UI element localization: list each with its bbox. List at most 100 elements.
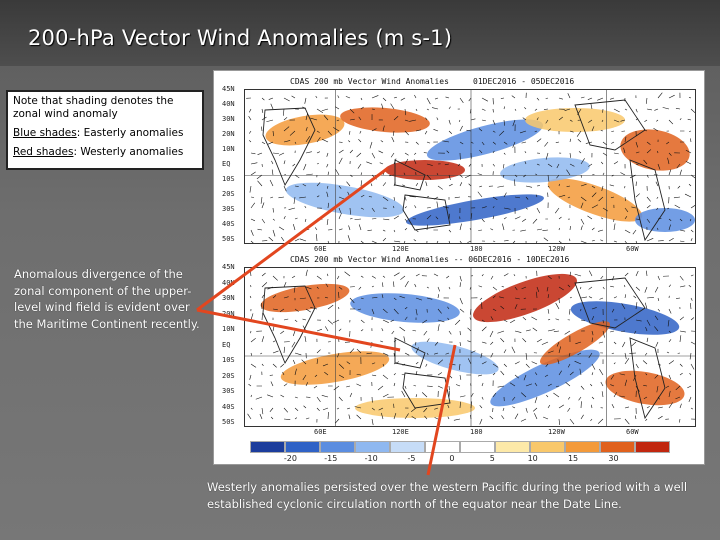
wind-vector xyxy=(612,275,615,281)
wind-vector xyxy=(646,205,651,209)
wind-vector xyxy=(481,361,487,365)
wind-vector xyxy=(600,275,604,280)
wind-vector xyxy=(414,341,417,346)
wind-vector xyxy=(521,218,527,222)
wind-vector xyxy=(492,286,498,291)
wind-vector xyxy=(322,363,329,367)
anomaly-shading xyxy=(280,351,390,385)
wind-vector xyxy=(536,207,541,214)
wind-vector xyxy=(657,218,662,220)
wind-vector xyxy=(389,174,395,177)
anomaly-shading xyxy=(547,178,643,222)
wind-vector xyxy=(666,351,670,354)
shading-note-box: Note that shading denotes the zonal wind… xyxy=(6,90,204,170)
wind-vector xyxy=(433,196,439,200)
lon-tick-label: 120W xyxy=(548,428,565,436)
wind-vector xyxy=(492,141,496,145)
wind-vector xyxy=(393,205,395,209)
wind-vector xyxy=(479,418,483,425)
colorbar-swatch xyxy=(355,441,390,453)
wind-vector xyxy=(536,138,542,143)
wind-vector xyxy=(668,169,672,176)
wind-vector xyxy=(568,352,571,357)
wind-vector xyxy=(250,363,257,368)
wind-vector xyxy=(557,359,560,365)
wind-vector xyxy=(503,363,507,367)
wind-vector xyxy=(624,406,630,409)
wind-vector xyxy=(283,140,291,143)
wind-vector xyxy=(580,96,585,99)
continent-outline xyxy=(629,159,666,242)
wind-vector xyxy=(569,138,571,143)
wind-vector xyxy=(555,302,560,310)
wind-vector xyxy=(631,341,637,347)
wind-vector xyxy=(413,239,417,242)
wind-vector xyxy=(590,103,593,110)
divergence-callout: Anomalous divergence of the zonal compon… xyxy=(14,267,200,332)
wind-vector xyxy=(598,341,604,344)
wind-vector xyxy=(553,392,560,398)
wind-vector xyxy=(338,374,345,378)
wind-vector xyxy=(602,319,604,324)
anomaly-shading xyxy=(385,160,465,180)
wind-vector xyxy=(555,385,560,388)
wind-vector xyxy=(283,418,291,420)
wind-vector xyxy=(588,286,593,290)
wind-vector xyxy=(679,285,686,288)
wind-vector xyxy=(442,206,450,209)
wind-vector xyxy=(313,385,318,389)
colorbar-label: 30 xyxy=(608,454,619,463)
colorbar-swatch xyxy=(460,441,495,453)
wind-vector xyxy=(591,192,597,198)
note-blue-rest: : Easterly anomalies xyxy=(76,127,184,140)
lon-tick-label: 60W xyxy=(626,428,639,436)
wind-vector xyxy=(512,406,516,409)
wind-vector xyxy=(393,413,397,420)
colorbar-swatch xyxy=(425,441,460,453)
wind-vector xyxy=(679,330,686,333)
wind-vector xyxy=(668,402,673,409)
wind-vector xyxy=(590,418,593,422)
wind-vector xyxy=(261,141,266,145)
wind-vector xyxy=(591,396,595,400)
wind-vector xyxy=(378,150,384,154)
wind-vector xyxy=(610,384,615,387)
wind-vector xyxy=(305,135,311,143)
wind-vector xyxy=(514,174,518,178)
wind-vector xyxy=(687,385,692,389)
wind-vector xyxy=(525,196,529,200)
wind-vector xyxy=(611,130,615,132)
wind-vector xyxy=(349,149,353,154)
wind-vector xyxy=(400,275,406,280)
wind-vector xyxy=(535,173,538,176)
colorbar-label: 10 xyxy=(527,454,538,463)
wind-vector xyxy=(514,179,516,187)
wind-vector xyxy=(512,119,516,127)
wind-vector xyxy=(580,158,585,165)
wind-vector xyxy=(382,97,387,102)
wind-vector xyxy=(338,396,343,402)
wind-vector xyxy=(314,374,318,378)
wind-vector xyxy=(294,368,297,376)
wind-vector xyxy=(635,141,638,148)
wind-vector xyxy=(464,174,472,179)
wind-vector xyxy=(481,97,488,102)
wind-vector xyxy=(534,382,538,387)
wind-vector xyxy=(602,172,605,176)
anomaly-shading xyxy=(265,114,345,146)
wind-vector xyxy=(653,128,659,132)
wind-vector xyxy=(624,352,627,360)
wind-vector xyxy=(315,95,318,99)
wind-vector xyxy=(305,382,309,387)
wind-vector xyxy=(305,151,312,154)
panel-top-title: CDAS 200 mb Vector Wind Anomalies 01DEC2… xyxy=(290,77,575,86)
wind-vector xyxy=(404,218,408,222)
wind-vector xyxy=(426,286,429,289)
wind-vector xyxy=(514,286,518,291)
wind-vector xyxy=(547,185,550,188)
wind-vector xyxy=(481,319,485,322)
wind-vector xyxy=(400,97,406,101)
wind-vector xyxy=(613,240,617,243)
wind-vector xyxy=(558,194,566,198)
wind-vector xyxy=(497,330,505,334)
